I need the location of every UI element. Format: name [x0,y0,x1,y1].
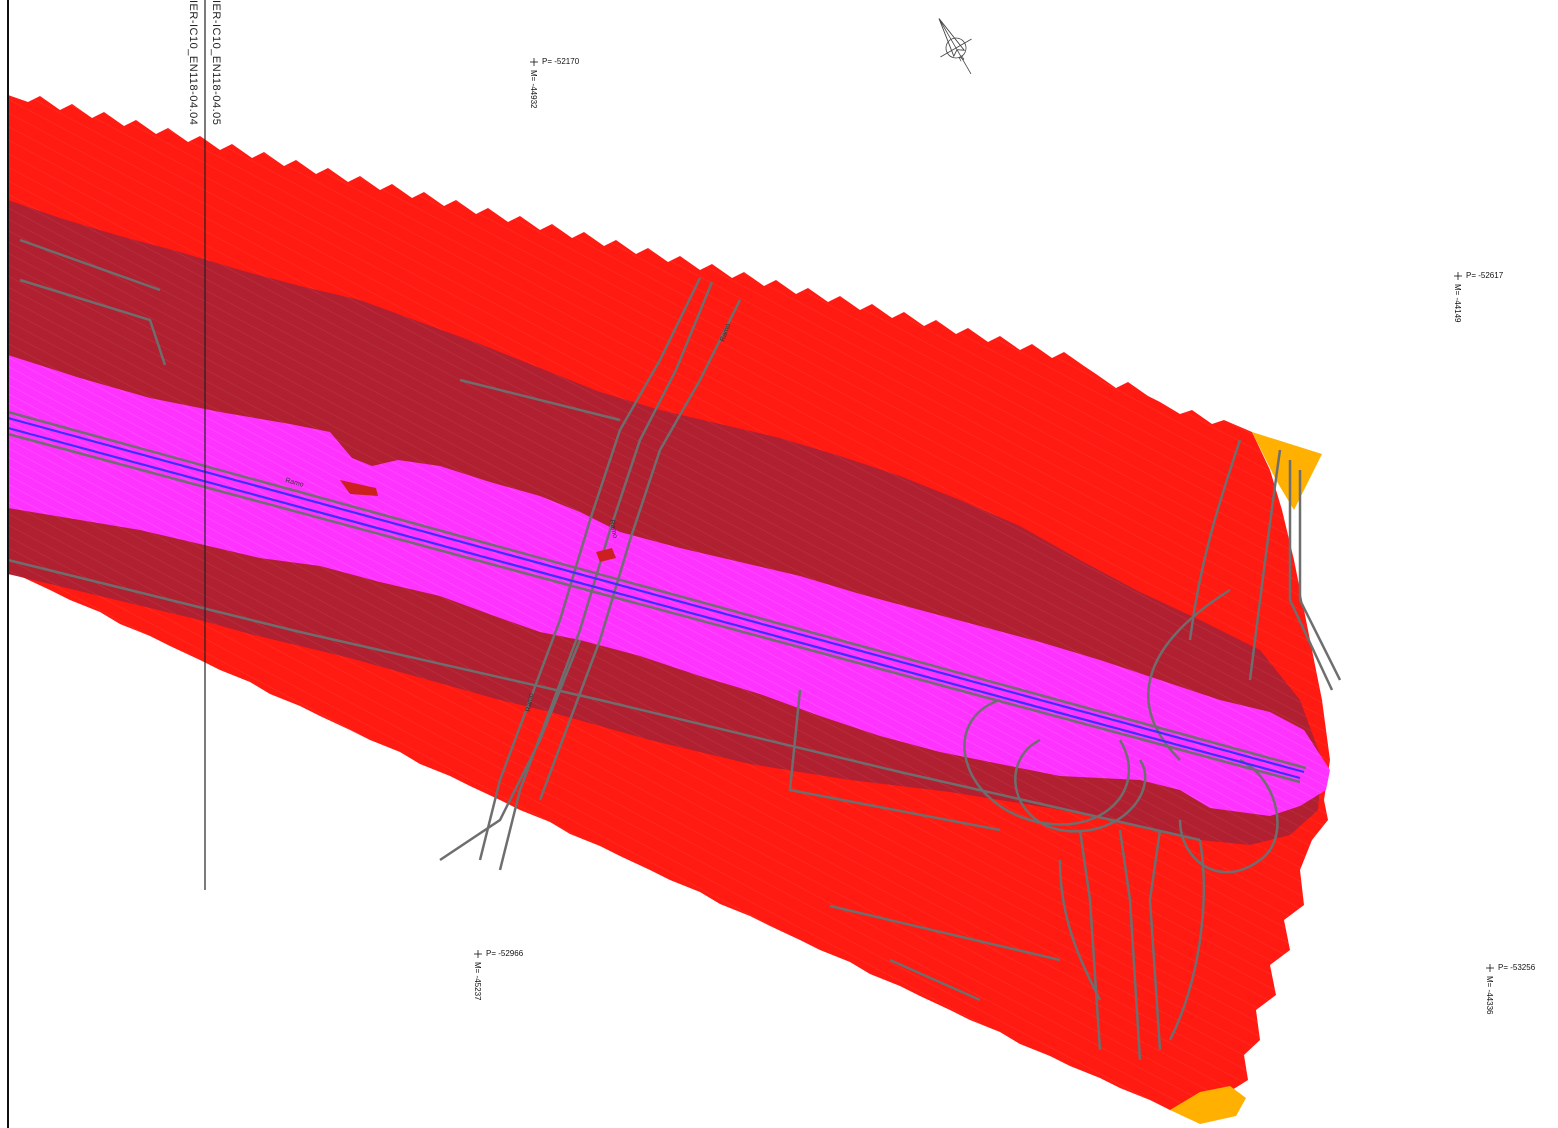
road-network [7,238,1342,1061]
sheet-label-left: IER-IC10_EN118-04.04 [187,0,199,125]
coord-p: P= -52966 [486,949,524,958]
coord-p: P= -52617 [1466,271,1504,280]
north-arrow-icon: N [938,18,972,75]
coordinate-marker: P= -52617 M= -44149 [1453,271,1504,323]
coord-p: P= -53256 [1498,963,1536,972]
coord-m: M= -44149 [1453,284,1462,323]
road-centerline [7,416,1305,780]
coord-m: M= -45237 [473,962,482,1001]
north-label: N [958,55,966,64]
sheet-label-right: IER-IC10_EN118-04.05 [210,0,222,125]
edge-patch-top [1252,432,1322,510]
road-label: Ramo [525,693,535,713]
small-feature [340,480,378,496]
coord-p: P= -52170 [542,57,580,66]
edge-patch-bottom [1170,1086,1246,1124]
road-label: Ramo [284,477,304,489]
small-feature [596,548,616,562]
coordinate-marker: P= -52966 M= -45237 [473,949,524,1001]
coordinate-marker: P= -52170 M= -44932 [529,57,580,109]
coord-m: M= -44932 [529,70,538,109]
road-label: Ramo [608,519,618,539]
coordinate-marker: P= -53256 M= -44336 [1485,963,1536,1015]
coord-m: M= -44336 [1485,976,1494,1015]
